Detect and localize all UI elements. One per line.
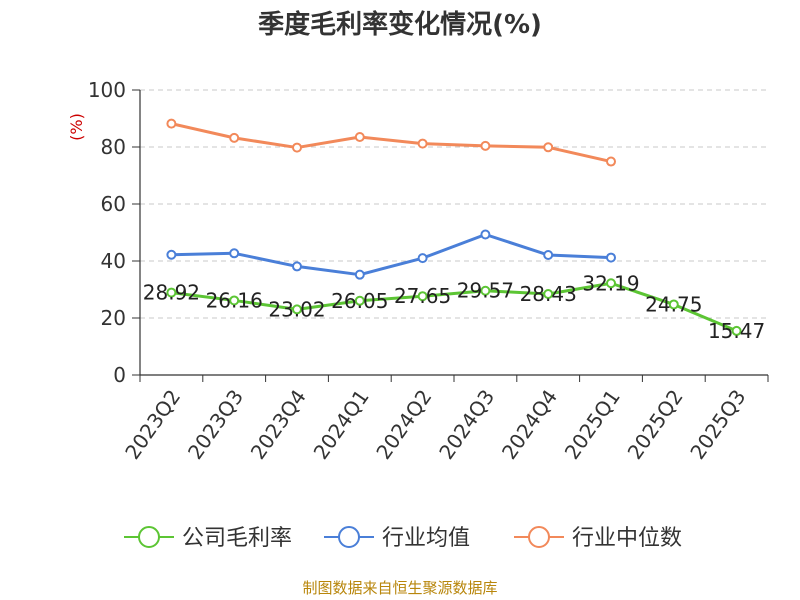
x-tick-label: 2023Q4 <box>246 385 311 464</box>
data-point[interactable] <box>480 140 491 151</box>
y-tick-label: 80 <box>101 135 126 159</box>
data-point[interactable] <box>606 156 616 167</box>
y-axis-unit: (%) <box>67 113 86 141</box>
x-tick-label: 2025Q3 <box>685 385 750 464</box>
legend-label-0[interactable]: 公司毛利率 <box>182 526 292 551</box>
data-point[interactable] <box>354 269 365 280</box>
chart-title: 季度毛利率变化情况(%) <box>258 9 542 40</box>
data-label: 27.65 <box>394 284 451 308</box>
data-point[interactable] <box>543 250 554 261</box>
x-tick-label: 2025Q2 <box>623 385 688 464</box>
x-tick-label: 2024Q4 <box>497 385 562 464</box>
data-label: 23.02 <box>268 297 325 321</box>
y-tick-label: 60 <box>101 192 126 216</box>
legend-label-1[interactable]: 行业均值 <box>382 526 470 551</box>
series-line-2 <box>171 122 612 163</box>
data-point[interactable] <box>229 132 240 143</box>
data-point[interactable] <box>480 285 491 296</box>
data-point[interactable] <box>166 118 177 129</box>
y-tick-label: 0 <box>113 363 126 387</box>
series-line-0 <box>171 281 738 333</box>
data-point[interactable] <box>417 291 428 302</box>
source-note: 制图数据来自恒生聚源数据库 <box>302 579 497 597</box>
data-point[interactable] <box>166 287 177 298</box>
legend-marker-1[interactable] <box>338 526 360 548</box>
data-label: 32.19 <box>582 271 639 295</box>
data-point[interactable] <box>354 132 365 143</box>
x-tick-label: 2024Q1 <box>309 385 374 464</box>
data-label: 26.16 <box>206 288 263 312</box>
y-tick-label: 100 <box>88 78 126 102</box>
y-tick-label: 40 <box>101 249 126 273</box>
data-point[interactable] <box>731 325 742 336</box>
data-point[interactable] <box>543 288 554 299</box>
data-label: 24.75 <box>645 292 702 316</box>
data-point[interactable] <box>668 299 679 310</box>
x-tick-label: 2024Q2 <box>371 385 436 464</box>
data-label: 15.47 <box>708 319 765 343</box>
data-point[interactable] <box>229 248 240 259</box>
data-point[interactable] <box>480 229 491 240</box>
data-point[interactable] <box>229 295 240 306</box>
x-tick-label: 2023Q3 <box>183 385 248 464</box>
x-tick-label: 2023Q2 <box>120 385 185 464</box>
data-point[interactable] <box>166 249 177 260</box>
data-label: 28.92 <box>143 281 200 305</box>
data-point[interactable] <box>417 138 428 149</box>
series-line-1 <box>171 232 612 277</box>
data-point[interactable] <box>543 142 554 153</box>
legend-marker-0[interactable] <box>138 526 160 548</box>
y-tick-label: 20 <box>101 306 126 330</box>
data-point[interactable] <box>292 261 302 272</box>
legend-marker-2[interactable] <box>528 526 550 548</box>
x-tick-label: 2024Q3 <box>434 385 499 464</box>
data-point[interactable] <box>292 304 302 315</box>
data-point[interactable] <box>606 278 616 289</box>
data-point[interactable] <box>606 252 616 263</box>
data-label: 28.43 <box>520 282 577 306</box>
data-label: 26.05 <box>331 289 388 313</box>
data-label: 29.57 <box>457 279 514 303</box>
data-point[interactable] <box>292 142 302 153</box>
x-tick-label: 2025Q1 <box>560 385 625 464</box>
data-point[interactable] <box>417 253 428 264</box>
legend-label-2[interactable]: 行业中位数 <box>572 526 682 551</box>
data-point[interactable] <box>354 295 365 306</box>
